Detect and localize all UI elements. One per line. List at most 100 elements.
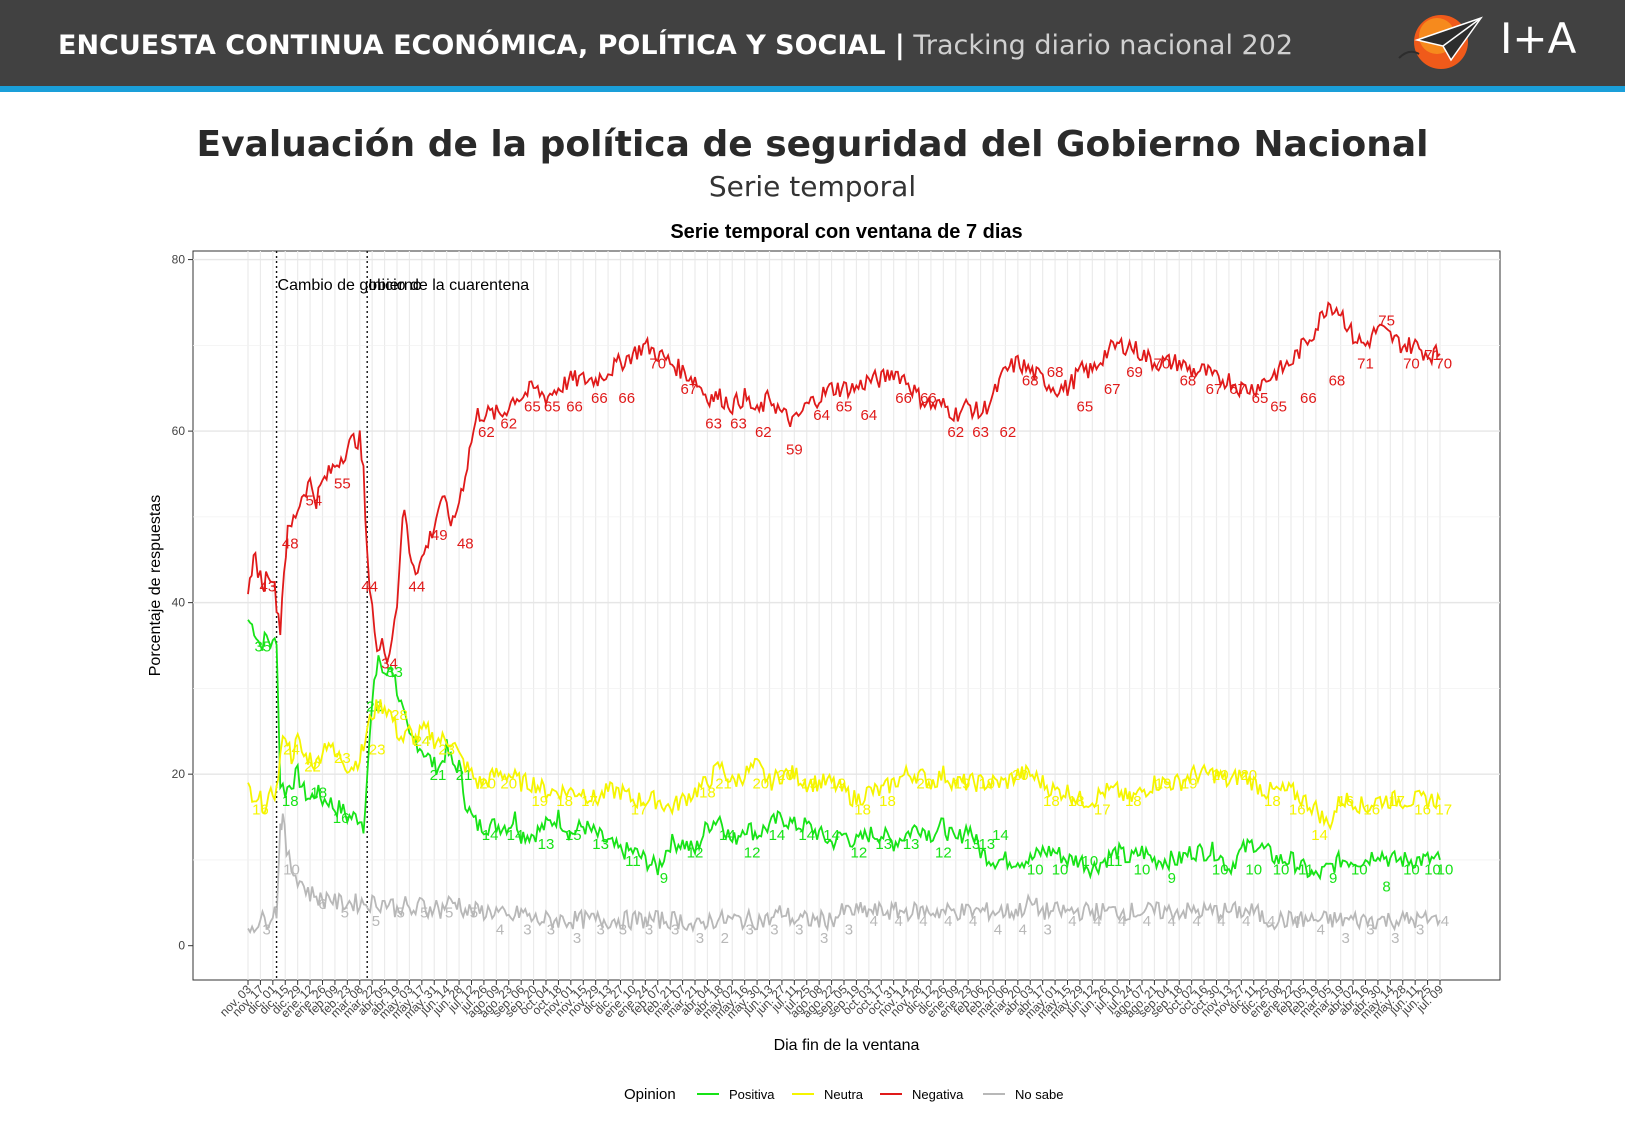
data-label: 19 xyxy=(1155,776,1172,793)
data-label: 20 xyxy=(479,776,496,793)
data-label: 4 xyxy=(1068,913,1076,930)
series-line-negativa xyxy=(247,301,1441,666)
data-label: 18 xyxy=(282,793,299,810)
data-label: 64 xyxy=(813,407,830,424)
header-title: ENCUESTA CONTINUA ECONÓMICA, POLÍTICA Y … xyxy=(58,30,1293,61)
data-label: 65 xyxy=(524,398,541,415)
data-label: 5 xyxy=(445,904,453,921)
data-label: 16 xyxy=(1363,801,1380,818)
data-label: 44 xyxy=(361,578,378,595)
data-label: 8 xyxy=(1382,879,1390,896)
data-label: 18 xyxy=(699,784,716,801)
data-label: 3 xyxy=(1366,922,1374,939)
data-label: 3 xyxy=(523,922,531,939)
data-label: 65 xyxy=(1252,390,1269,407)
data-label: 63 xyxy=(730,416,747,433)
data-label: 5 xyxy=(470,904,478,921)
data-label: 18 xyxy=(1043,793,1060,810)
data-label: 17 xyxy=(581,793,598,810)
data-label: 18 xyxy=(1125,793,1142,810)
data-label: 4 xyxy=(496,922,504,939)
series-line-neutra xyxy=(247,699,1441,831)
data-label: 11 xyxy=(1107,853,1123,870)
data-label: 34 xyxy=(381,656,398,673)
data-label: 68 xyxy=(1022,373,1039,390)
data-label: 20 xyxy=(500,776,517,793)
data-label: 4 xyxy=(919,913,927,930)
data-label: 68 xyxy=(1180,373,1197,390)
data-label: 16 xyxy=(1414,801,1431,818)
y-tick-label: 80 xyxy=(172,253,186,267)
data-label: 4 xyxy=(1168,913,1176,930)
data-label: 75 xyxy=(1378,313,1395,330)
data-label: 9 xyxy=(660,870,668,887)
data-label: 16 xyxy=(1337,793,1354,810)
paper-plane-logo-icon xyxy=(1398,15,1483,69)
data-label: 4 xyxy=(894,913,902,930)
data-label: 17 xyxy=(631,801,648,818)
data-label: 24 xyxy=(283,741,300,758)
data-label: 3 xyxy=(262,922,270,939)
data-label: 3 xyxy=(645,922,653,939)
data-label: 4 xyxy=(1242,913,1250,930)
data-label: 4 xyxy=(969,913,977,930)
data-label: 68 xyxy=(1329,373,1346,390)
data-label: 70 xyxy=(1403,355,1420,372)
data-label: 4 xyxy=(1143,913,1151,930)
data-label: 49 xyxy=(431,527,448,544)
header-accent-line xyxy=(0,86,1625,92)
data-label: 4 xyxy=(1441,913,1449,930)
data-label: 14 xyxy=(992,827,1009,844)
y-axis-label: Porcentaje de respuestas xyxy=(147,495,164,676)
event-label: Inicio de la cuarentena xyxy=(368,277,529,294)
data-label: 14 xyxy=(507,827,524,844)
data-label: 18 xyxy=(1264,793,1281,810)
data-label: 10 xyxy=(1273,862,1290,879)
data-label: 3 xyxy=(619,922,627,939)
data-label: 65 xyxy=(544,398,561,415)
page-title: Evaluación de la política de seguridad d… xyxy=(196,124,1429,165)
data-label: 5 xyxy=(397,904,405,921)
data-label: 63 xyxy=(972,424,989,441)
data-label: 13 xyxy=(964,836,981,853)
header-bar xyxy=(0,0,1625,86)
data-label: 5 xyxy=(372,913,380,930)
data-label: 22 xyxy=(304,759,321,776)
data-label: 18 xyxy=(854,801,871,818)
data-label: 70 xyxy=(649,355,666,372)
data-label: 11 xyxy=(1298,862,1314,879)
data-label: 4 xyxy=(1292,913,1300,930)
data-label: 15 xyxy=(565,827,582,844)
data-label: 9 xyxy=(1329,870,1337,887)
data-label: 14 xyxy=(823,827,840,844)
data-label: 4 xyxy=(994,922,1002,939)
data-label: 66 xyxy=(920,390,937,407)
data-label: 14 xyxy=(798,827,815,844)
page-subtitle: Serie temporal xyxy=(708,170,917,203)
data-label: 2 xyxy=(721,930,729,947)
header-title-bold: ENCUESTA CONTINUA ECONÓMICA, POLÍTICA Y … xyxy=(58,30,905,61)
data-label: 3 xyxy=(745,922,753,939)
data-label: 19 xyxy=(954,776,971,793)
data-label: 18 xyxy=(879,793,896,810)
data-label: 35 xyxy=(255,639,272,656)
data-label: 19 xyxy=(531,793,548,810)
data-label: 59 xyxy=(786,441,803,458)
data-label: 3 xyxy=(573,930,581,947)
data-label: 62 xyxy=(478,424,495,441)
data-label: 48 xyxy=(282,536,299,553)
data-label: 48 xyxy=(457,536,474,553)
data-label: 24 xyxy=(413,733,430,750)
data-label: 10 xyxy=(1437,862,1454,879)
data-label: 19 xyxy=(1181,776,1198,793)
data-label: 10 xyxy=(1134,862,1151,879)
data-label: 5 xyxy=(420,904,428,921)
data-label: 20 xyxy=(752,776,769,793)
data-label: 66 xyxy=(566,398,583,415)
data-label: 23 xyxy=(438,741,455,758)
data-label: 21 xyxy=(430,767,447,784)
data-label: 10 xyxy=(1052,862,1069,879)
data-label: 43 xyxy=(260,578,277,595)
data-label: 4 xyxy=(1267,913,1275,930)
